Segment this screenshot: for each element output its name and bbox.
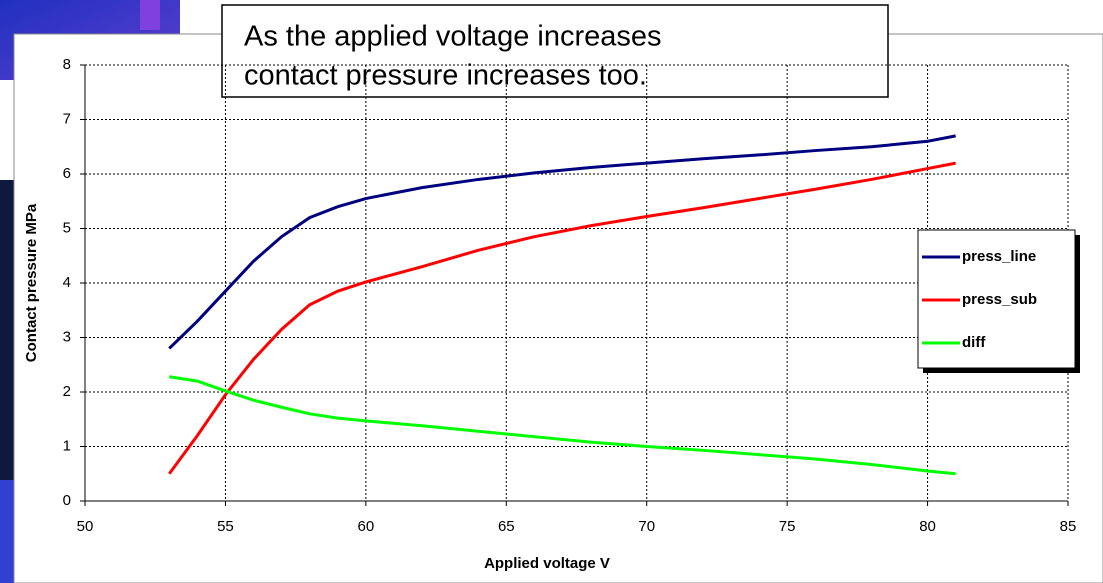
y-tick-label: 6	[63, 165, 71, 182]
x-tick-label: 60	[358, 518, 375, 535]
y-tick-label: 7	[63, 110, 71, 127]
series-line	[168, 161, 956, 475]
background-decoration	[0, 480, 14, 583]
series-line	[169, 375, 956, 476]
y-tick-label: 8	[63, 56, 71, 73]
y-tick-label: 3	[63, 328, 71, 345]
background-decoration	[140, 0, 160, 30]
y-tick-label: 0	[63, 492, 71, 509]
x-tick-label: 50	[77, 518, 94, 535]
y-tick-label: 1	[63, 437, 71, 454]
x-tick-label: 75	[779, 518, 796, 535]
x-tick-label: 70	[638, 518, 655, 535]
y-axis-title: Contact pressure MPa	[23, 203, 40, 362]
series-line	[168, 134, 956, 350]
y-tick-label: 4	[63, 274, 71, 291]
x-axis-title: Applied voltage V	[484, 555, 610, 572]
legend-label: diff	[962, 334, 986, 351]
x-tick-label: 65	[498, 518, 515, 535]
annotation-box	[221, 4, 889, 98]
background-decoration	[0, 180, 14, 480]
legend-label: press_line	[962, 248, 1036, 265]
legend-label: press_sub	[962, 291, 1037, 308]
annotation: As the applied voltage increases	[244, 21, 662, 53]
y-tick-label: 2	[63, 383, 71, 400]
x-tick-label: 55	[217, 518, 234, 535]
annotation: contact pressure increases too.	[244, 60, 647, 92]
x-tick-label: 80	[919, 518, 936, 535]
x-tick-label: 85	[1060, 518, 1077, 535]
y-tick-label: 5	[63, 219, 71, 236]
